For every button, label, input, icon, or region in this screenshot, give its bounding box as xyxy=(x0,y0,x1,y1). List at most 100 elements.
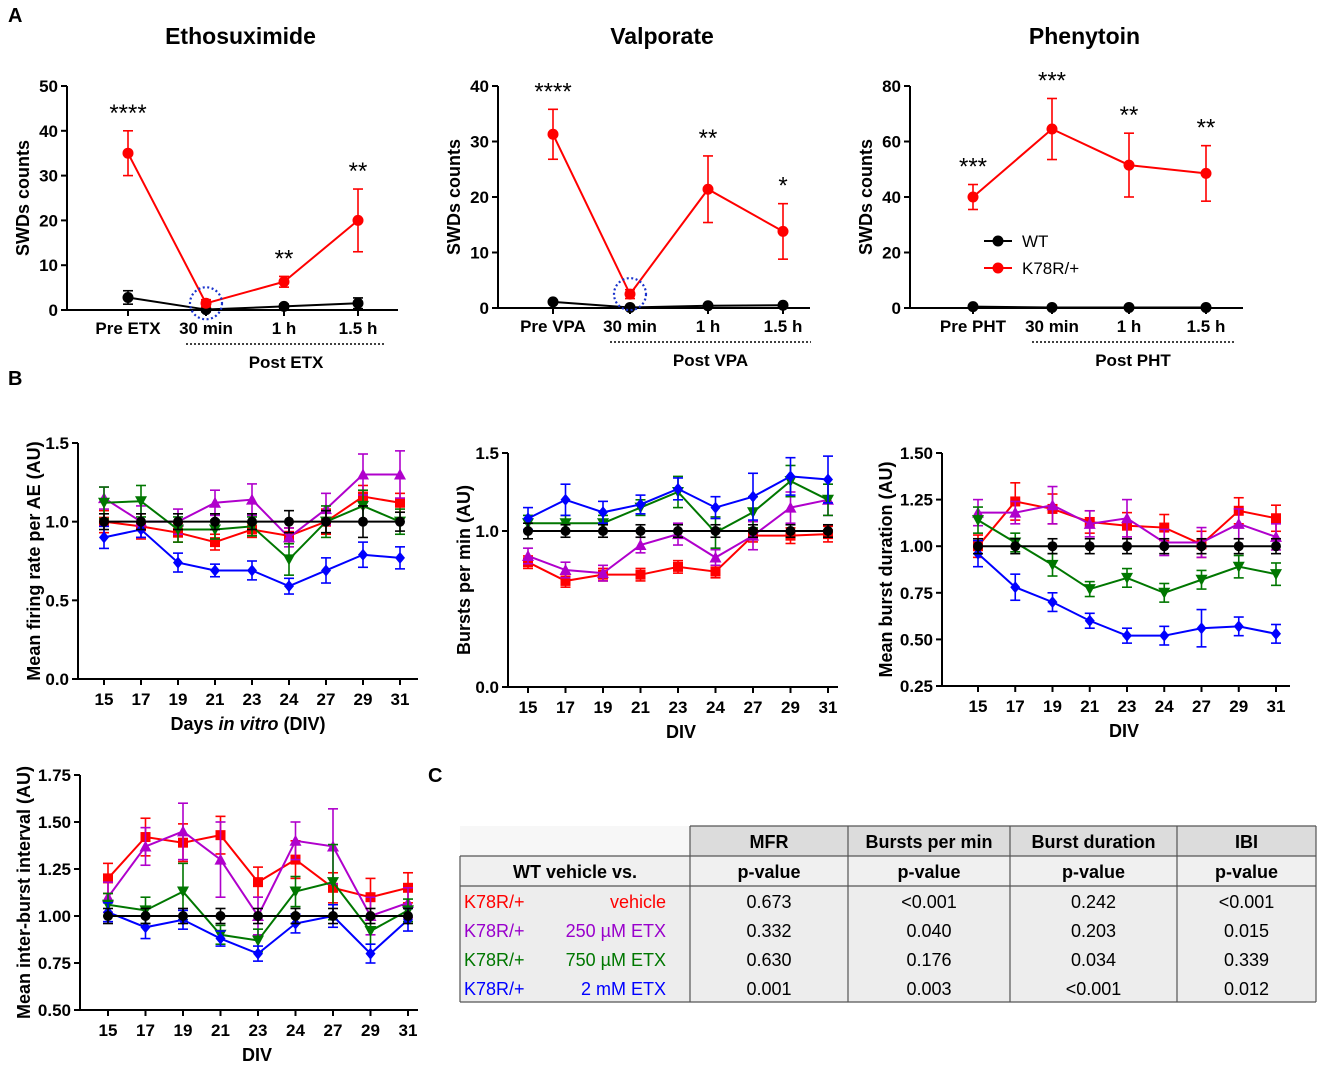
mfr-point xyxy=(395,497,405,508)
vpa-point xyxy=(702,300,714,312)
pht-legend-label: WT xyxy=(1022,232,1048,251)
vpa-significance: **** xyxy=(534,78,571,105)
pht-point xyxy=(1046,301,1058,313)
table-row-treatment: 2 mM ETX xyxy=(581,979,666,999)
vpa-y-axis-label: SWDs counts xyxy=(444,139,464,255)
table-subheader-band xyxy=(460,856,1316,886)
chart-valporate: Valporate 0 10 20 30 40 SWDs counts Pre VPA 30 m… xyxy=(444,23,811,370)
ibi-point xyxy=(252,935,264,947)
bd-series-line xyxy=(977,552,1277,637)
pht-significance: ** xyxy=(1197,115,1216,142)
bd-x-tick-label: 23 xyxy=(1118,697,1137,716)
table-cell: <0.001 xyxy=(901,892,957,912)
ibi-point xyxy=(139,840,152,852)
bpm-point xyxy=(748,490,758,503)
ibi-point xyxy=(290,911,301,921)
mfr-point xyxy=(173,516,183,527)
chart-bursts-per-min: 0.0 1.0 1.5 Bursts per min (AU) 15 17 19 21 23 24… xyxy=(454,444,838,742)
pht-significance: *** xyxy=(959,154,987,181)
pht-point xyxy=(967,191,979,203)
etx-post-label: Post ETX xyxy=(249,353,324,372)
mfr-x-tick-label: 21 xyxy=(206,690,225,709)
table-subheader: p-value xyxy=(737,862,800,882)
bpm-point xyxy=(522,549,534,561)
vpa-y-tick-label: 0 xyxy=(480,299,489,318)
pht-significance: *** xyxy=(1038,67,1066,94)
mfr-point xyxy=(98,497,110,509)
bpm-point xyxy=(823,473,833,486)
table-row-label: K78R/+ 2 mM ETX xyxy=(464,979,666,999)
mfr-point xyxy=(247,564,257,577)
mfr-x-tick-label: 24 xyxy=(280,690,299,709)
bd-point xyxy=(1270,569,1282,581)
bd-y-tick-label: 0.25 xyxy=(900,677,933,696)
bd-point xyxy=(1159,629,1170,642)
ibi-x-tick-label: 17 xyxy=(136,1021,155,1040)
table-column-header: MFR xyxy=(750,832,789,852)
vpa-y-tick-label: 40 xyxy=(470,77,489,96)
pht-legend-label: K78R/+ xyxy=(1022,259,1079,278)
mfr-x-tick-label: 27 xyxy=(317,690,336,709)
etx-x-tick-label: 1.5 h xyxy=(339,319,378,338)
etx-point xyxy=(352,214,364,226)
etx-y-tick-label: 30 xyxy=(39,167,58,186)
panel-label-b: B xyxy=(8,368,22,390)
ibi-y-tick-label: 1.75 xyxy=(38,766,71,785)
table-header-band xyxy=(690,826,1316,856)
bd-point xyxy=(1195,574,1208,586)
mfr-x-axis-label-part: in vitro xyxy=(219,714,279,734)
ibi-point xyxy=(253,877,263,888)
etx-y-tick-label: 0 xyxy=(49,301,58,320)
table-cell: <0.001 xyxy=(1066,979,1122,999)
bpm-point xyxy=(748,526,758,536)
table-column-header: Burst duration xyxy=(1032,832,1156,852)
vpa-x-tick-label: 1.5 h xyxy=(764,317,803,336)
ibi-point xyxy=(289,886,302,898)
mfr-point xyxy=(357,468,369,480)
etx-point xyxy=(122,291,134,303)
ibi-x-axis-label: DIV xyxy=(242,1045,272,1065)
mfr-point xyxy=(246,493,258,505)
etx-highlight-circle xyxy=(188,286,224,321)
bd-x-tick-label: 31 xyxy=(1267,697,1286,716)
bpm-x-tick-label: 21 xyxy=(631,698,650,717)
table-cell: 0.203 xyxy=(1071,921,1116,941)
mfr-x-tick-label: 31 xyxy=(391,690,410,709)
bpm-point xyxy=(709,551,722,563)
vpa-y-tick-label: 10 xyxy=(470,244,489,263)
table-cell: 0.630 xyxy=(746,950,791,970)
table-row-group: K78R/+ xyxy=(464,979,530,999)
mfr-y-axis-label: Mean firing rate per AE (AU) xyxy=(24,441,44,680)
table-blank-header xyxy=(460,826,690,856)
bpm-point xyxy=(635,526,646,536)
ibi-y-tick-label: 0.75 xyxy=(38,954,71,973)
ibi-point xyxy=(364,926,377,938)
ibi-x-tick-label: 31 xyxy=(399,1021,418,1040)
ibi-point xyxy=(214,853,227,865)
bpm-point xyxy=(785,526,796,536)
ibi-point xyxy=(177,825,189,837)
etx-significance: ** xyxy=(349,158,368,185)
mfr-x-axis-label-part: (DIV) xyxy=(279,714,326,734)
pht-point xyxy=(1200,301,1212,313)
mfr-point xyxy=(321,516,331,527)
bpm-x-tick-label: 15 xyxy=(519,698,538,717)
mfr-x-axis-label: Days in vitro (DIV) xyxy=(170,714,325,734)
etx-y-tick-label: 40 xyxy=(39,122,58,141)
ibi-point xyxy=(327,877,339,889)
etx-y-tick-label: 50 xyxy=(39,77,58,96)
bd-point xyxy=(1159,522,1170,533)
bpm-point xyxy=(559,564,572,575)
bd-point xyxy=(1232,561,1245,573)
bpm-y-tick-label: 0.0 xyxy=(475,678,499,697)
table-cell: 0.332 xyxy=(746,921,791,941)
mfr-point xyxy=(99,516,109,527)
vpa-point xyxy=(547,296,559,308)
bd-x-tick-label: 17 xyxy=(1006,697,1025,716)
pht-significance: ** xyxy=(1120,102,1139,129)
mfr-x-tick-label: 17 xyxy=(132,690,151,709)
bd-point xyxy=(1010,541,1021,552)
